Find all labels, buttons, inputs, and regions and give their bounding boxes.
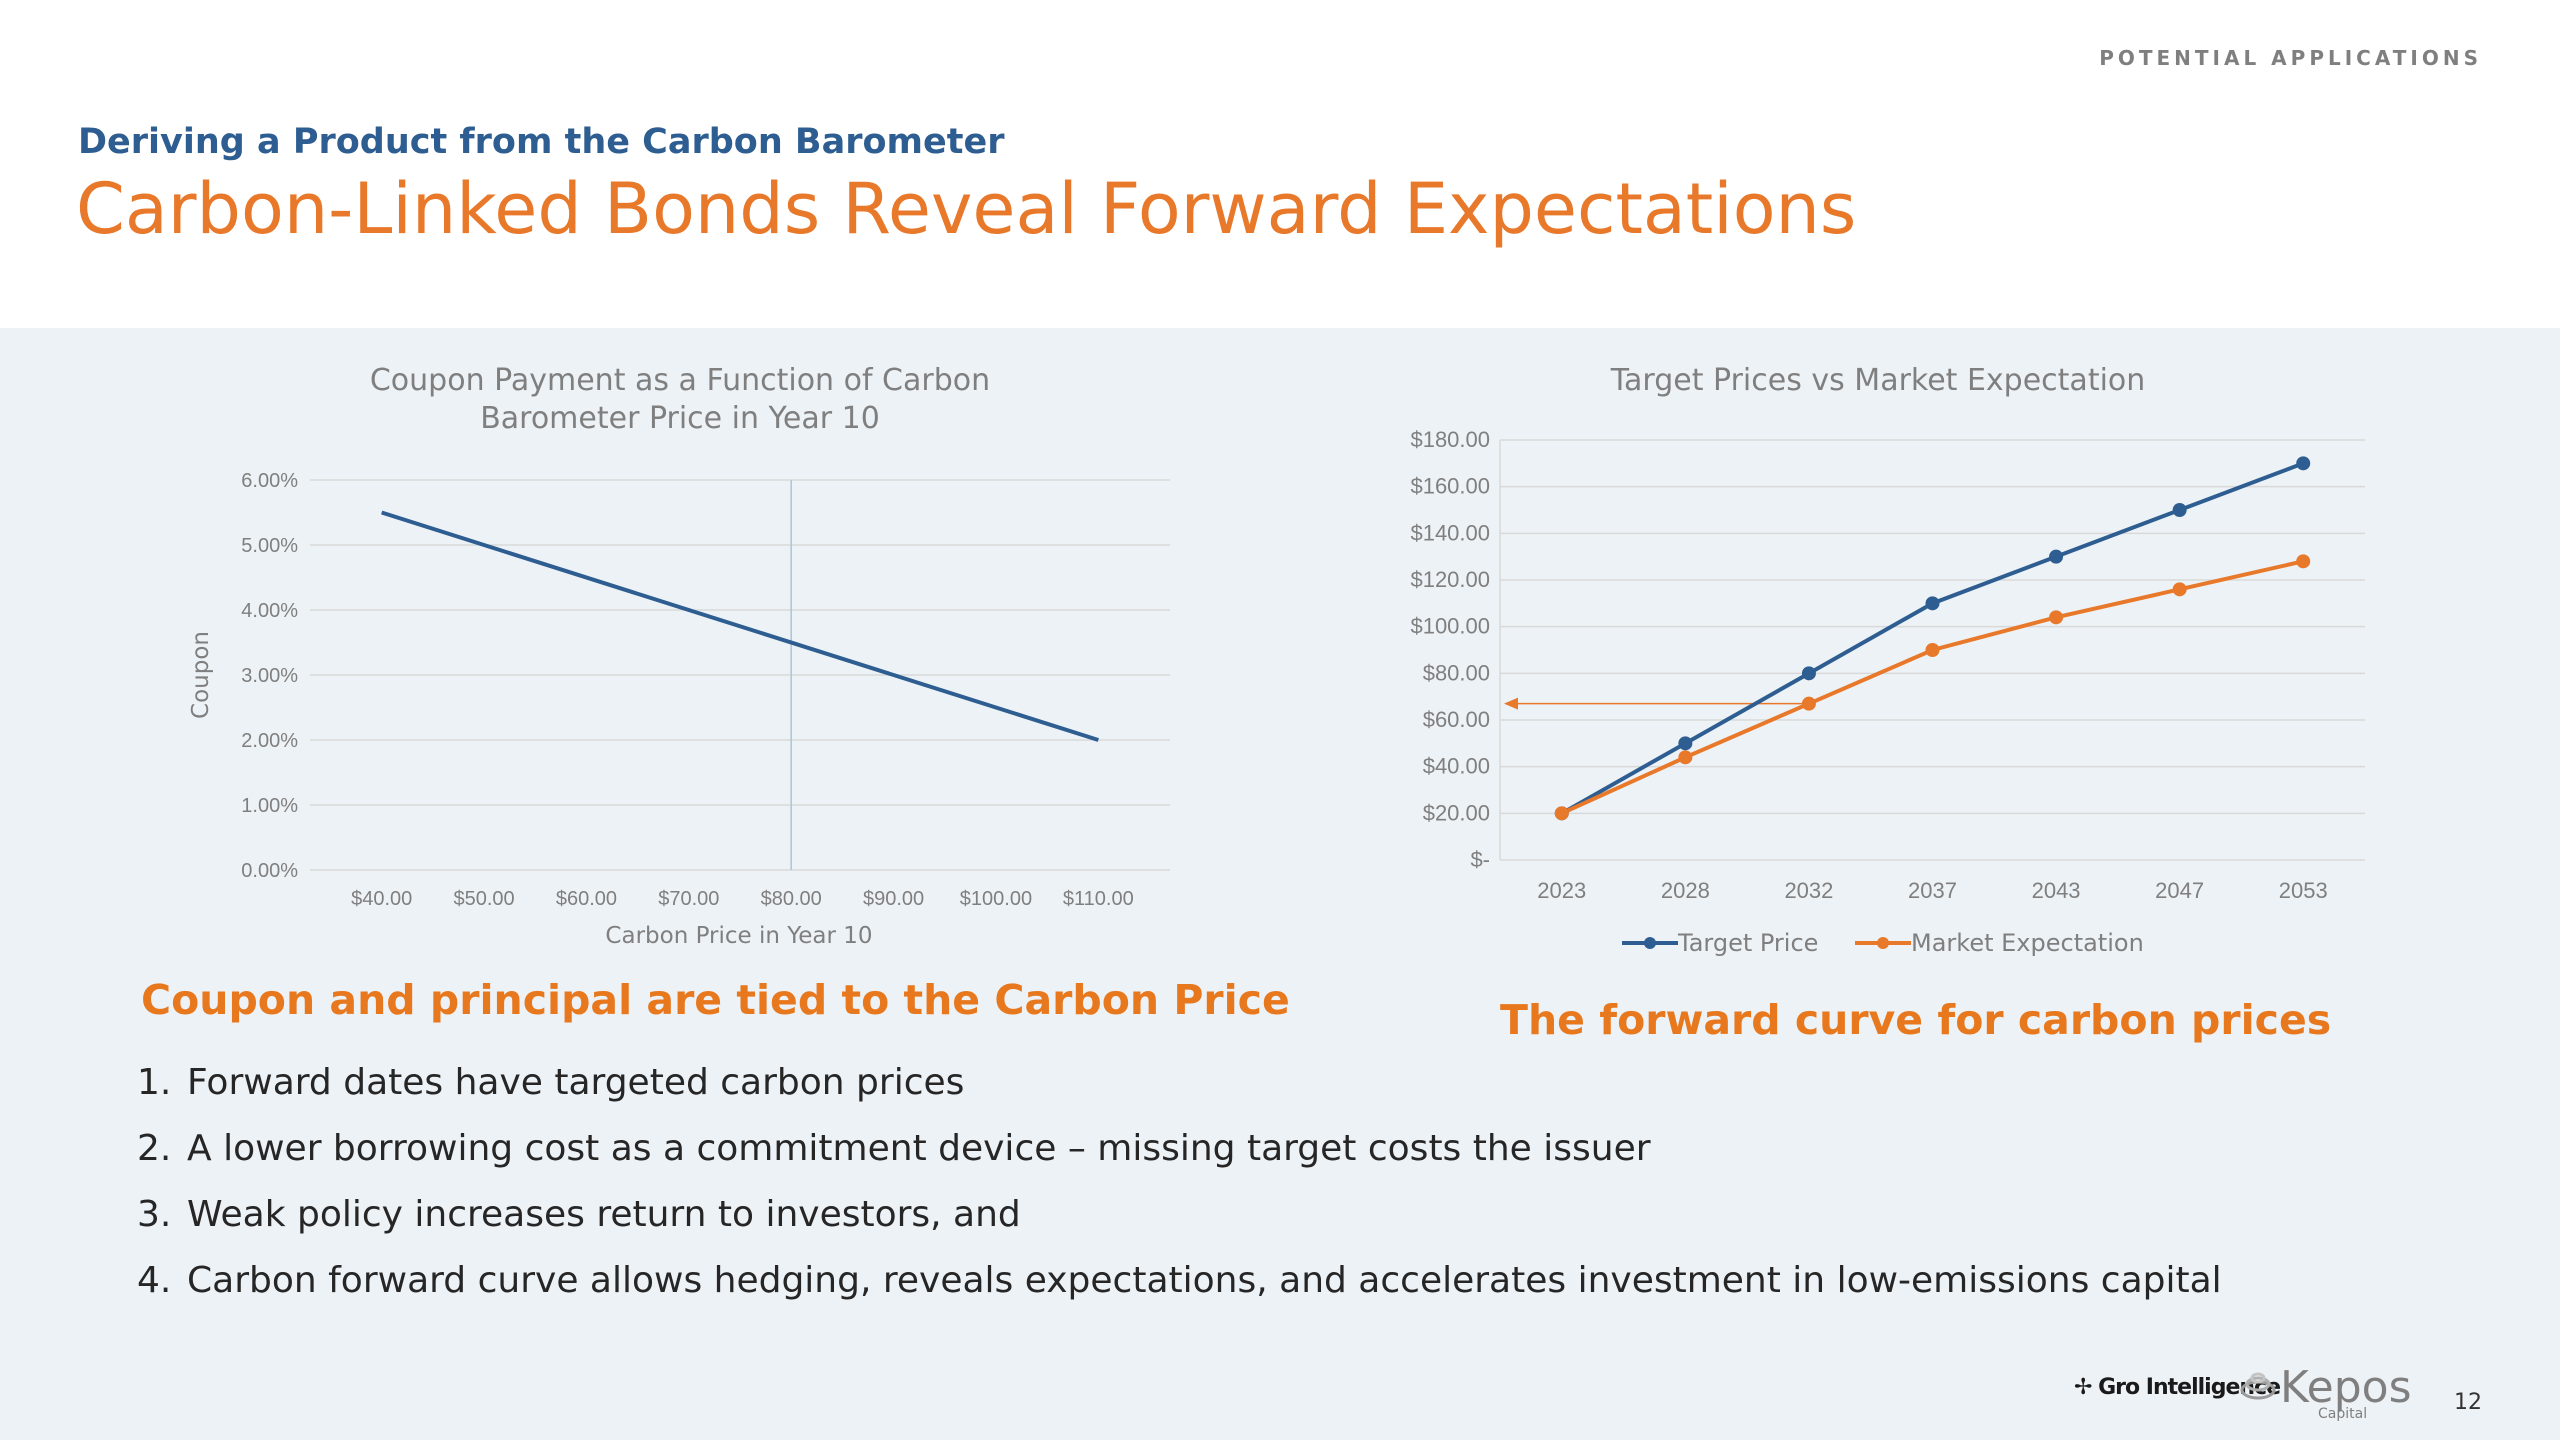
x-tick-label: $90.00 xyxy=(863,888,924,910)
kepos-swirl-icon xyxy=(2240,1372,2276,1400)
key-points-list: 1. Forward dates have targeted carbon pri… xyxy=(137,1058,2222,1322)
gro-logo-icon: ✢ xyxy=(2074,1375,2092,1400)
coupon-series-line xyxy=(381,510,1099,742)
data-point xyxy=(2172,503,2187,517)
legend-marker xyxy=(1877,937,1889,949)
kepos-logo-sub: Capital xyxy=(2318,1406,2368,1422)
data-point xyxy=(1678,750,1693,765)
x-tick-label: $70.00 xyxy=(658,888,719,910)
data-point xyxy=(2172,582,2187,597)
y-tick-label: 3.00% xyxy=(241,665,298,687)
chart-title-line-2: Barometer Price in Year 10 xyxy=(480,401,880,436)
y-tick-label: 6.00% xyxy=(241,470,298,492)
list-number: 4. xyxy=(137,1260,172,1301)
x-tick-label: 2043 xyxy=(2032,878,2081,903)
list-item: 4. Carbon forward curve allows hedging, r… xyxy=(137,1256,2222,1322)
coupon-chart: Coupon Payment as a Function of Carbon B… xyxy=(188,363,1170,949)
slide-title: Carbon-Linked Bonds Reveal Forward Expec… xyxy=(76,168,1857,250)
content-panel xyxy=(0,328,2560,1440)
kepos-logo: Kepos xyxy=(2280,1362,2412,1413)
y-tick-label: $40.00 xyxy=(1423,754,1490,779)
y-tick-label: $100.00 xyxy=(1410,614,1490,639)
legend-marker xyxy=(1644,937,1656,949)
data-point xyxy=(1925,643,1940,657)
x-tick-label: $80.00 xyxy=(761,888,822,910)
list-number: 1. xyxy=(137,1062,172,1103)
list-text: Carbon forward curve allows hedging, rev… xyxy=(187,1260,2222,1301)
y-axis-label: Coupon xyxy=(188,631,214,719)
y-tick-label: 2.00% xyxy=(241,730,298,752)
data-point xyxy=(1678,736,1693,751)
y-tick-label: 4.00% xyxy=(241,600,298,622)
data-point xyxy=(2296,456,2311,471)
data-point xyxy=(2296,554,2311,569)
data-point xyxy=(1925,596,1940,611)
y-tick-label: $80.00 xyxy=(1423,660,1490,685)
legend-label: Market Expectation xyxy=(1911,929,2144,957)
caption-right: The forward curve for carbon prices xyxy=(1500,996,2332,1044)
y-tick-label: $180.00 xyxy=(1410,427,1490,452)
y-tick-label: $140.00 xyxy=(1410,520,1490,545)
x-tick-label: 2053 xyxy=(2279,878,2328,903)
y-tick-label: 0.00% xyxy=(241,860,298,882)
reference-arrow-head xyxy=(1504,697,1518,710)
x-tick-label: $100.00 xyxy=(960,888,1032,910)
y-tick-label: $160.00 xyxy=(1410,474,1490,499)
chart-title-line-1: Coupon Payment as a Function of Carbon xyxy=(370,363,990,398)
x-tick-label: 2028 xyxy=(1661,878,1710,903)
x-axis-label: Carbon Price in Year 10 xyxy=(605,923,872,949)
list-text: Forward dates have targeted carbon price… xyxy=(187,1062,965,1103)
page-number: 12 xyxy=(2454,1390,2482,1415)
section-tag: POTENTIAL APPLICATIONS xyxy=(2099,46,2482,70)
list-text: Weak policy increases return to investor… xyxy=(187,1194,1021,1235)
x-tick-label: $110.00 xyxy=(1063,888,1134,910)
slide-subtitle: Deriving a Product from the Carbon Barom… xyxy=(78,122,1005,162)
legend-label: Target Price xyxy=(1677,929,1818,957)
y-tick-label: 1.00% xyxy=(241,795,298,817)
x-tick-label: $40.00 xyxy=(351,888,412,910)
x-tick-label: $50.00 xyxy=(453,888,514,910)
x-tick-label: 2023 xyxy=(1537,878,1586,903)
list-number: 3. xyxy=(137,1194,172,1235)
list-number: 2. xyxy=(137,1128,172,1169)
list-item: 3. Weak policy increases return to invest… xyxy=(137,1190,2222,1256)
list-item: 2. A lower borrowing cost as a commitment… xyxy=(137,1124,2222,1190)
list-item: 1. Forward dates have targeted carbon pri… xyxy=(137,1058,2222,1124)
y-tick-label: $120.00 xyxy=(1410,567,1490,592)
x-tick-label: 2037 xyxy=(1908,878,1957,903)
chart-title: Target Prices vs Market Expectation xyxy=(1610,363,2146,398)
y-tick-label: $20.00 xyxy=(1423,800,1490,825)
data-point xyxy=(2049,610,2064,625)
caption-left: Coupon and principal are tied to the Car… xyxy=(141,976,1290,1024)
x-tick-label: 2032 xyxy=(1784,878,1833,903)
list-text: A lower borrowing cost as a commitment d… xyxy=(187,1128,1651,1169)
x-tick-label: 2047 xyxy=(2155,878,2204,903)
y-tick-label: 5.00% xyxy=(241,535,298,557)
y-tick-label: $- xyxy=(1470,847,1490,872)
x-tick-label: $60.00 xyxy=(556,888,617,910)
data-point xyxy=(1554,806,1569,821)
data-point xyxy=(1801,696,1816,711)
forward-curve-chart: Target Prices vs Market Expectation $- $2… xyxy=(1410,363,2365,957)
y-tick-label: $60.00 xyxy=(1423,707,1490,732)
data-point xyxy=(2049,549,2064,564)
data-point xyxy=(1801,666,1816,681)
